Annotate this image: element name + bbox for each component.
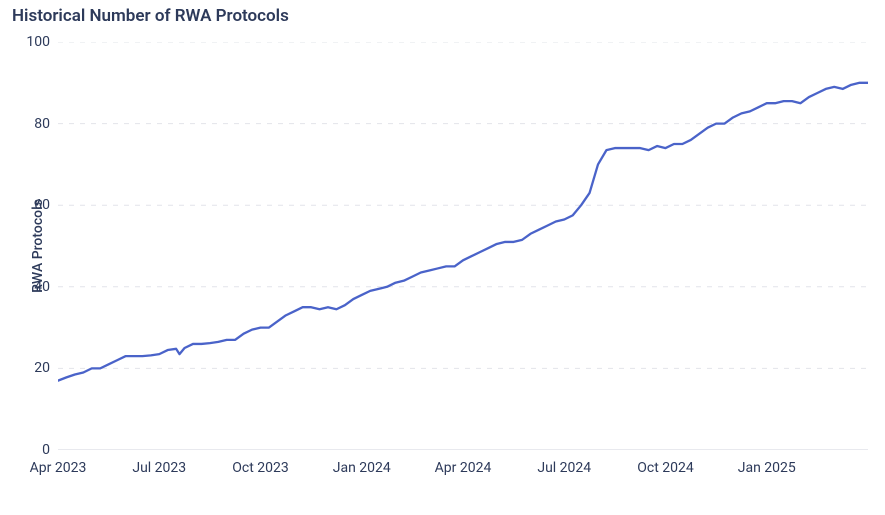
x-tick-label: Jul 2023 — [132, 460, 186, 476]
chart-title: Historical Number of RWA Protocols — [12, 6, 289, 26]
plot-area — [58, 42, 868, 450]
x-tick-label: Jan 2025 — [738, 460, 796, 476]
chart-svg — [58, 42, 868, 450]
x-tick-label: Apr 2023 — [30, 460, 87, 476]
x-tick-label: Oct 2024 — [637, 460, 694, 476]
y-tick-label: 0 — [0, 442, 50, 458]
y-tick-label: 100 — [0, 34, 50, 50]
chart-container: Historical Number of RWA Protocols RWA P… — [0, 0, 885, 515]
y-tick-label: 40 — [0, 279, 50, 295]
x-tick-label: Jul 2024 — [537, 460, 591, 476]
y-tick-label: 80 — [0, 116, 50, 132]
x-tick-label: Apr 2024 — [435, 460, 492, 476]
y-tick-label: 60 — [0, 197, 50, 213]
x-tick-label: Oct 2023 — [232, 460, 289, 476]
y-tick-label: 20 — [0, 360, 50, 376]
x-tick-label: Jan 2024 — [333, 460, 391, 476]
